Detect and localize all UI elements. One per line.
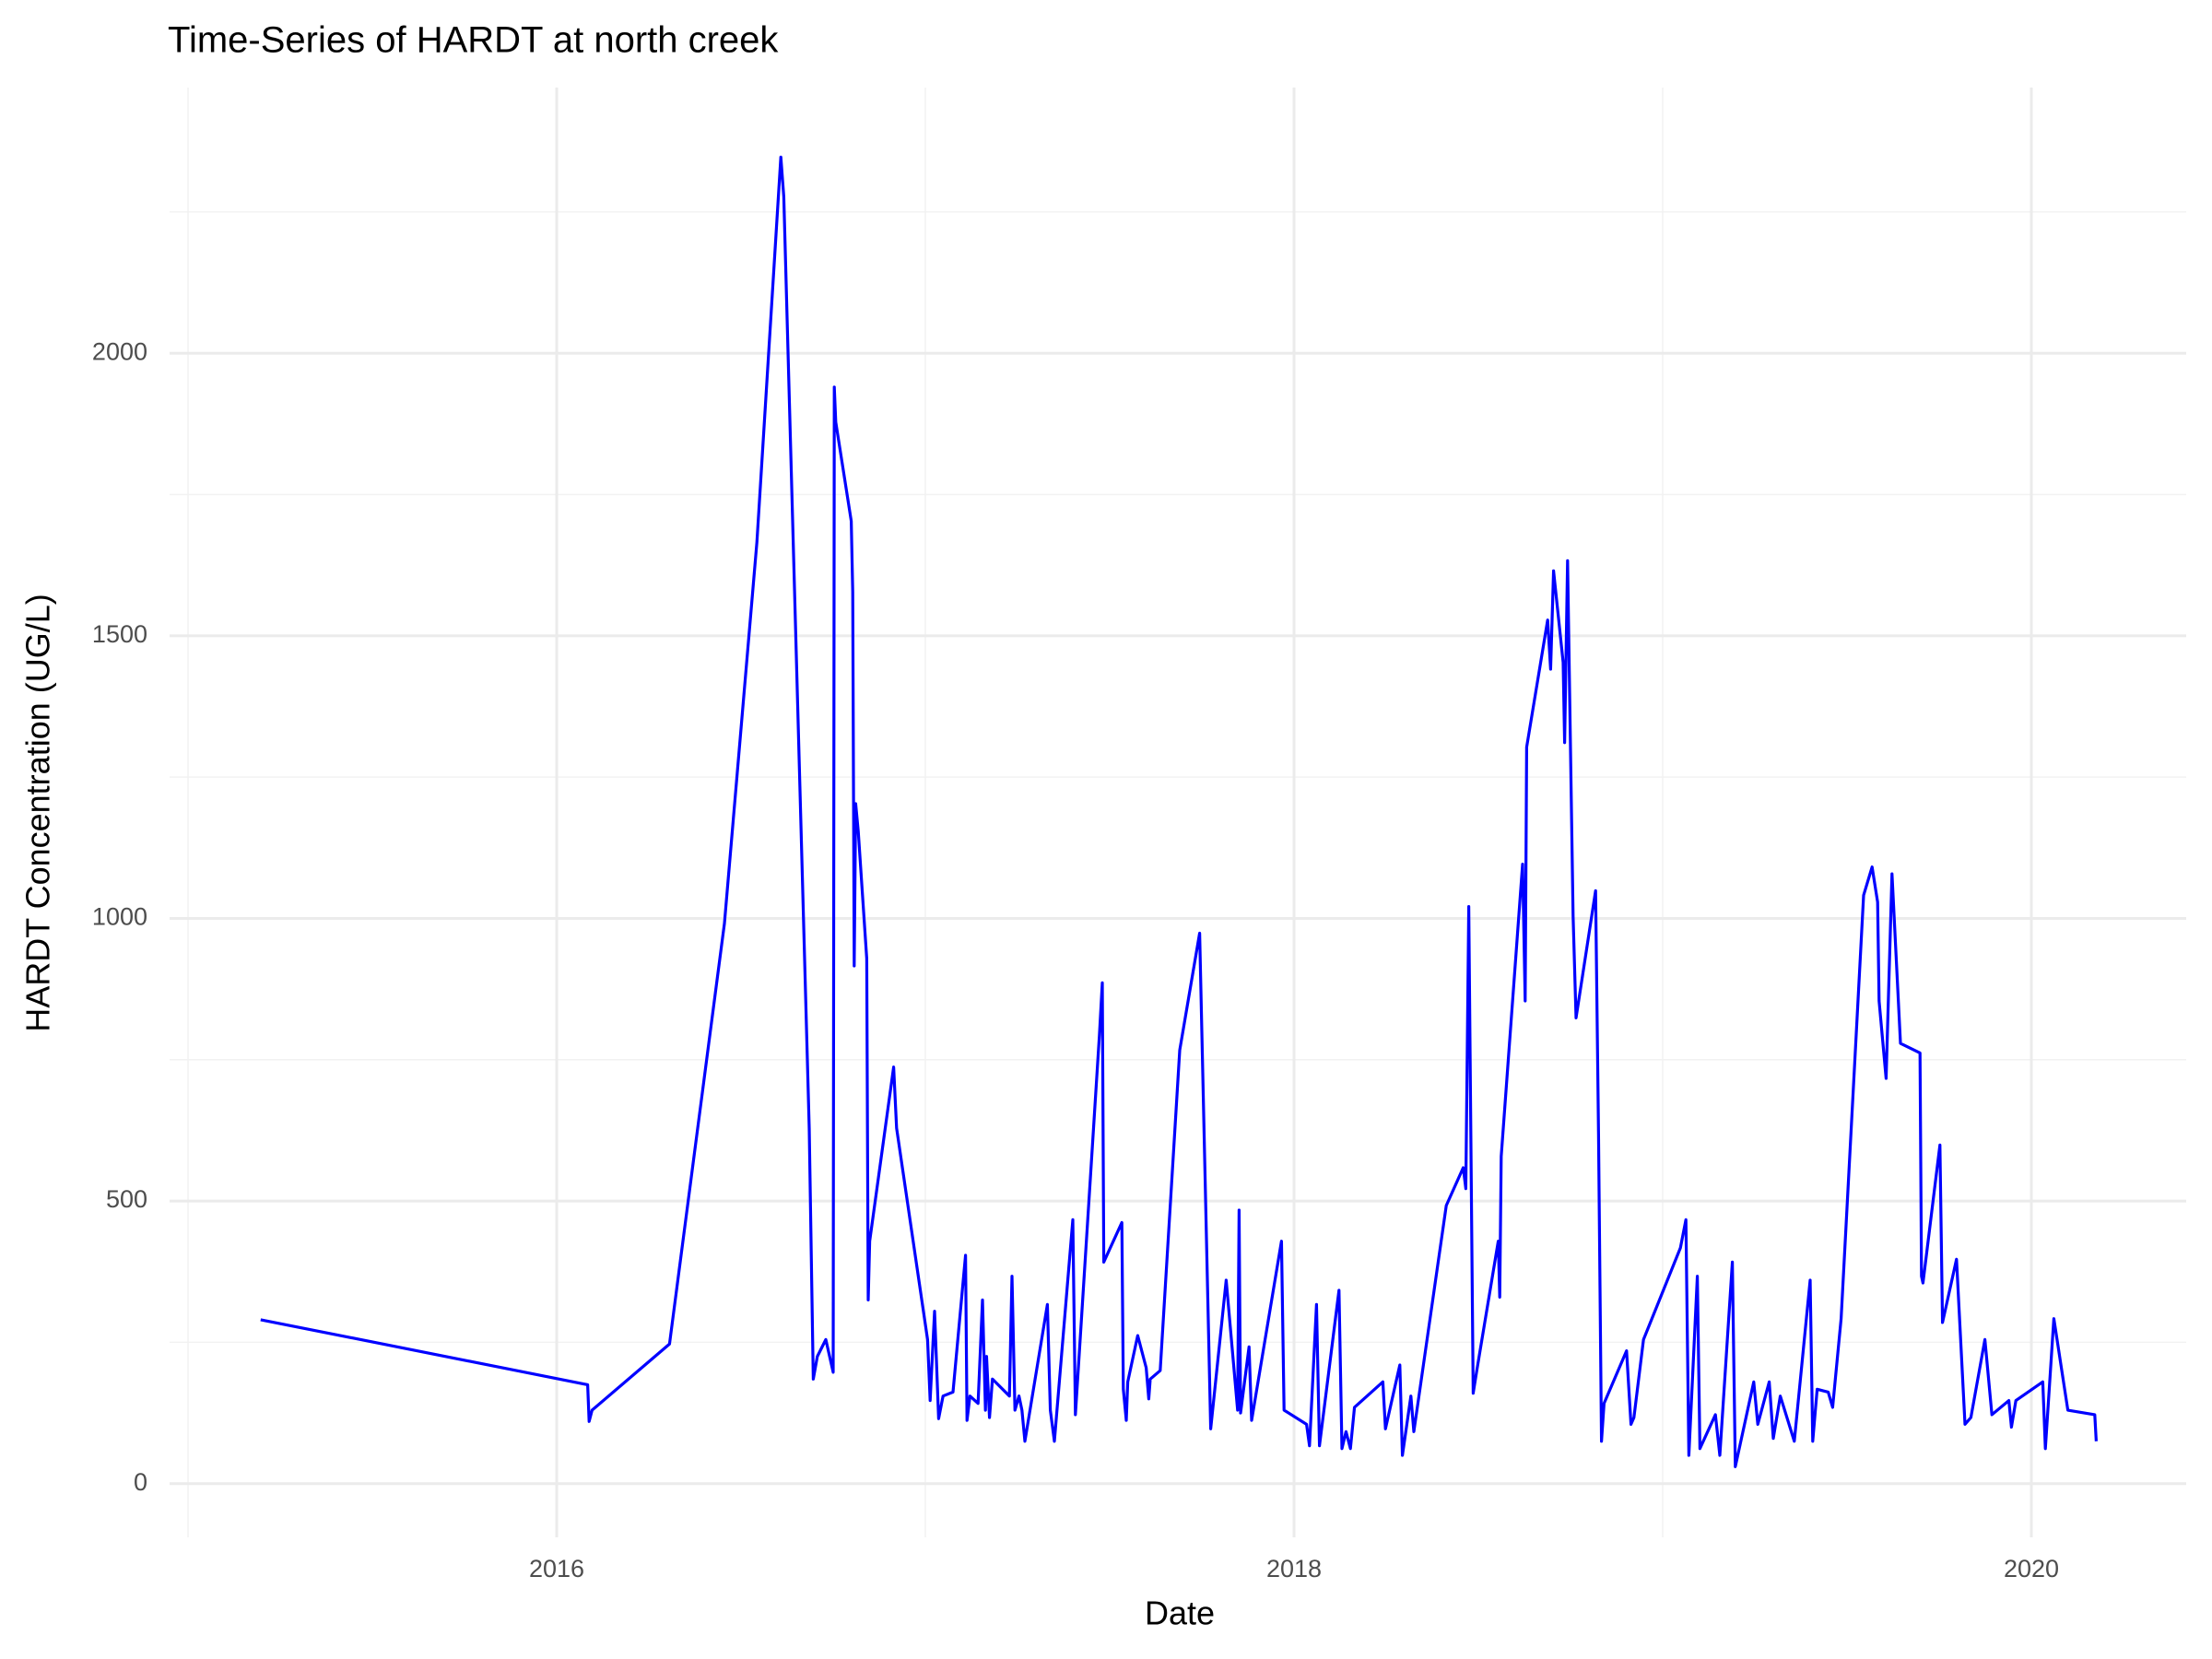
data-line bbox=[260, 155, 2098, 1468]
grid bbox=[170, 88, 2186, 1537]
x-tick-label: 2018 bbox=[1266, 1555, 1322, 1583]
x-tick-label: 2016 bbox=[529, 1555, 584, 1583]
y-axis-label: HARDT Concentration (UG/L) bbox=[19, 594, 57, 1032]
y-tick-label: 1000 bbox=[92, 903, 147, 931]
y-tick-label: 0 bbox=[134, 1468, 147, 1496]
chart-title: Time-Series of HARDT at north creek bbox=[168, 20, 779, 61]
y-tick-label: 2000 bbox=[92, 337, 147, 365]
y-tick-label: 500 bbox=[106, 1185, 147, 1213]
y-tick-label: 1500 bbox=[92, 620, 147, 648]
x-axis-label: Date bbox=[1145, 1594, 1215, 1632]
x-tick-label: 2020 bbox=[2004, 1555, 2059, 1583]
